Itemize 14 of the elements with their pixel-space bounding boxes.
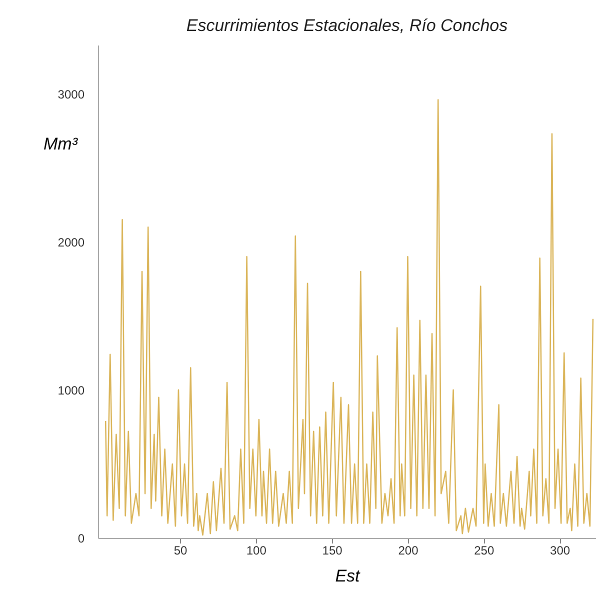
y-tick-label: 1000 bbox=[58, 383, 85, 398]
x-tick-label: 100 bbox=[246, 544, 267, 558]
y-tick-label: 3000 bbox=[58, 87, 85, 102]
x-tick-label: 200 bbox=[398, 544, 419, 558]
y-tick-label: 0 bbox=[78, 532, 85, 546]
line-series bbox=[104, 99, 594, 536]
y-tick-label: 2000 bbox=[58, 235, 85, 250]
x-tick-label: 300 bbox=[550, 544, 570, 558]
x-tick-label: 50 bbox=[174, 544, 188, 558]
y-axis-title: Mm³ bbox=[44, 134, 79, 154]
x-axis-title: Est bbox=[335, 566, 362, 586]
x-tick-label: 150 bbox=[322, 544, 343, 558]
chart-title: Escurrimientos Estacionales, Río Conchos bbox=[186, 16, 508, 35]
x-tick-label: 250 bbox=[474, 544, 494, 558]
